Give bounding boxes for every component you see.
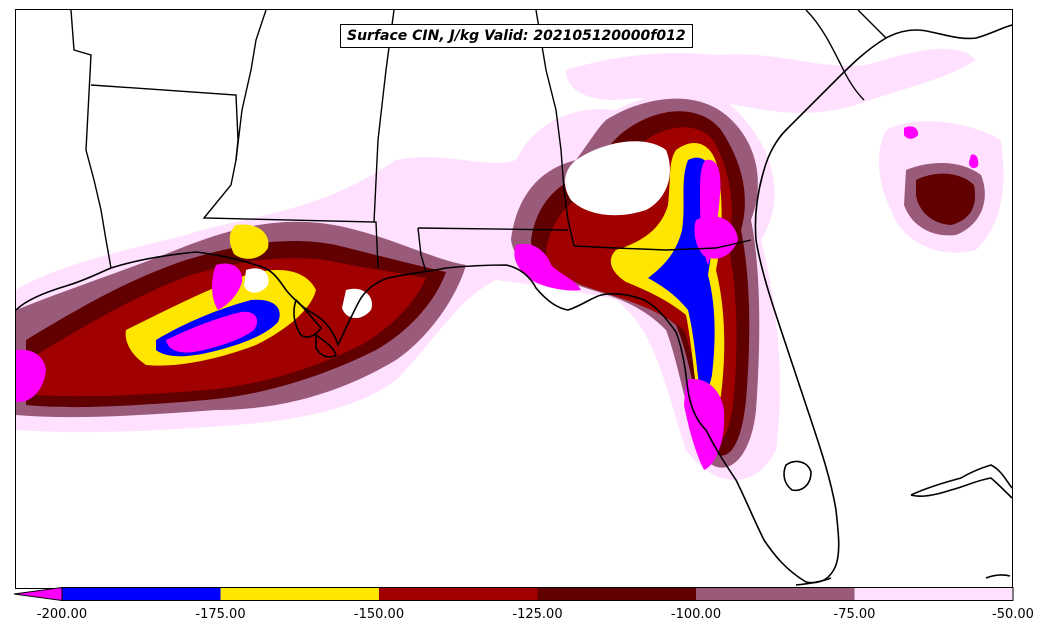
boundary-ar-la (90, 84, 379, 269)
colorbar-bin-5 (854, 587, 1013, 601)
colorbar-bin-4 (696, 587, 855, 601)
colorbar-tick-label: -125.00 (512, 607, 563, 622)
colorbar-bin-3 (537, 587, 696, 601)
colorbar-tick-label: -100.00 (670, 607, 722, 622)
boundary-fl-al (417, 227, 427, 273)
colorbar-outline (61, 587, 1014, 601)
colorbar-extend-min (14, 587, 63, 601)
colorbar-tick-label: -75.00 (833, 607, 876, 622)
coastline-delta (293, 299, 322, 338)
colorbar-bin-2 (379, 587, 538, 601)
boundary-al-fl-top (417, 227, 569, 231)
colorbar-tick-label: -50.00 (992, 607, 1034, 622)
colorbar-bin-0 (62, 587, 221, 601)
map-frame: Surface CIN, J/kg Valid: 202105120000f01… (15, 9, 1013, 589)
colorbar-tick-label: -150.00 (353, 607, 405, 622)
state-boundaries (70, 10, 887, 273)
colorbar-tick-label: -175.00 (195, 607, 246, 622)
cin-map (16, 10, 1012, 586)
florida-keys (795, 577, 832, 586)
boundary-ms-ar (235, 10, 267, 161)
colorbar-labels: -200.00 -175.00 -150.00 -125.00 -100.00 -75.0… (0, 607, 1044, 627)
coastline-atlantic (885, 24, 1012, 40)
boundary-al-ga (535, 10, 575, 247)
boundary-ga-fl (573, 239, 752, 251)
boundary-tx-la (70, 10, 112, 269)
map-title: Surface CIN, J/kg Valid: 202105120000f01… (340, 24, 693, 48)
coastline-gulf (16, 37, 887, 584)
boundary-ga-sc (805, 10, 865, 101)
colorbar-segments (14, 587, 1014, 601)
lake-okeechobee (783, 460, 812, 492)
cin-clear-pockets (244, 141, 670, 319)
coastline-and-boundaries (16, 24, 1012, 586)
colorbar-tick-label: -200.00 (36, 607, 88, 622)
colorbar (14, 587, 1014, 601)
coastline-cuba (910, 464, 1012, 496)
colorbar-bin-1 (220, 587, 379, 601)
